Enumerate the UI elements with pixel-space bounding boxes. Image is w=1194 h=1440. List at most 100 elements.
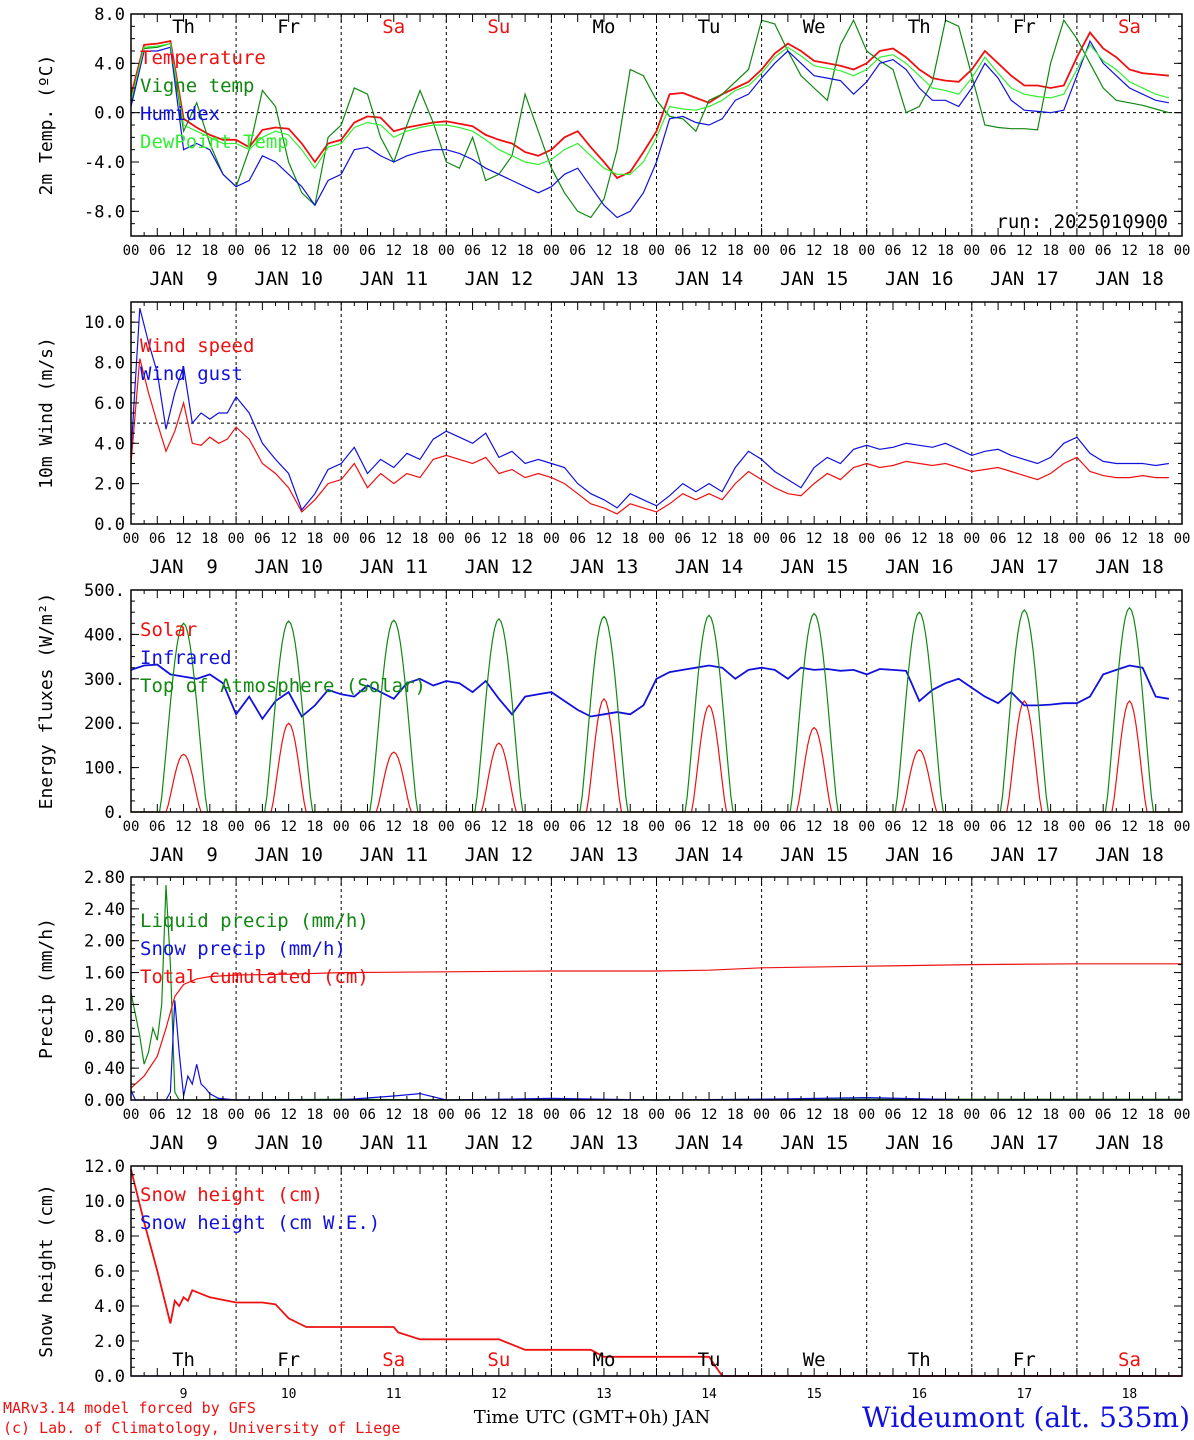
hour-tick-label: 12 <box>701 531 718 547</box>
hour-tick-label: 12 <box>701 1107 718 1123</box>
hour-tick-label: 12 <box>701 243 718 259</box>
hour-tick-label: 00 <box>648 819 665 835</box>
legend-entry: Total cumulated (cm) <box>140 966 369 988</box>
legend-entry: Humidex <box>140 103 220 125</box>
hour-tick-label: 12 <box>701 819 718 835</box>
weekday-label: Sa <box>1118 16 1141 38</box>
day-number-label: 10 <box>281 1387 297 1402</box>
hour-tick-label: 06 <box>990 1107 1007 1123</box>
hour-tick-label: 00 <box>228 531 245 547</box>
day-number-label: 16 <box>911 1387 927 1402</box>
weekday-label: Mo <box>593 1349 616 1371</box>
hour-tick-label: 06 <box>464 1107 481 1123</box>
hour-tick-label: 12 <box>1016 243 1033 259</box>
date-label: JAN 11 <box>359 556 428 578</box>
hour-tick-label: 12 <box>911 819 928 835</box>
station-label: Wideumont (alt. 535m) <box>862 1401 1190 1434</box>
hour-tick-label: 06 <box>359 531 376 547</box>
weekday-label: Th <box>172 16 195 38</box>
hour-tick-label: 00 <box>648 243 665 259</box>
hour-tick-label: 06 <box>674 819 691 835</box>
hour-tick-label: 06 <box>779 819 796 835</box>
y-tick-label: 8.0 <box>94 5 125 25</box>
hour-tick-label: 12 <box>806 819 823 835</box>
y-tick-label: 4.0 <box>94 54 125 74</box>
hour-tick-label: 18 <box>517 531 534 547</box>
hour-tick-label: 00 <box>438 531 455 547</box>
hour-tick-label: 12 <box>385 243 402 259</box>
hour-tick-label: 18 <box>727 1107 744 1123</box>
hour-tick-label: 18 <box>1042 819 1059 835</box>
hour-tick-label: 12 <box>175 243 192 259</box>
legend-entry: Snow height (cm) <box>140 1184 323 1206</box>
weekday-label: Sa <box>1118 1349 1141 1371</box>
series-line-total-cumulated-cm- <box>130 963 1182 1089</box>
hour-tick-label: 06 <box>254 819 271 835</box>
date-label: JAN 14 <box>675 1132 744 1154</box>
axes-layer <box>130 13 1183 1377</box>
hour-tick-label: 18 <box>412 819 429 835</box>
y-tick-label: 0.0 <box>94 104 125 124</box>
weekday-label: We <box>803 1349 826 1371</box>
y-tick-label: 10.0 <box>84 1192 125 1212</box>
hour-tick-label: 18 <box>622 243 639 259</box>
hour-tick-label: 18 <box>517 1107 534 1123</box>
hour-tick-label: 12 <box>280 819 297 835</box>
hour-tick-label: 06 <box>779 243 796 259</box>
date-label: JAN 13 <box>570 268 639 290</box>
y-tick-label: 0.00 <box>84 1091 125 1111</box>
weekday-label: Su <box>487 16 510 38</box>
series-line-vigne-temp <box>130 18 1170 219</box>
hour-tick-label: 18 <box>1042 1107 1059 1123</box>
hour-tick-label: 00 <box>543 819 560 835</box>
date-label: JAN 13 <box>570 844 639 866</box>
y-tick-label: 0.40 <box>84 1059 125 1079</box>
date-label: JAN 12 <box>465 844 534 866</box>
hour-tick-label: 18 <box>306 531 323 547</box>
hour-tick-label: 06 <box>674 531 691 547</box>
series-line-dewpoint-temp <box>130 42 1170 175</box>
y-axis-title: Energy fluxes (W/m²) <box>36 593 57 810</box>
y-tick-label: 200. <box>84 714 125 734</box>
hour-tick-label: 18 <box>1147 1107 1164 1123</box>
hour-tick-label: 12 <box>175 1107 192 1123</box>
weekday-label: We <box>803 16 826 38</box>
weekday-label: Fr <box>1013 1349 1036 1371</box>
weekday-label: Th <box>908 16 931 38</box>
y-tick-label: 0. <box>105 803 125 823</box>
hour-tick-label: 18 <box>832 819 849 835</box>
hour-tick-label: 00 <box>123 1107 140 1123</box>
hour-tick-label: 12 <box>596 819 613 835</box>
hour-tick-label: 06 <box>1095 531 1112 547</box>
day-number-label: 14 <box>701 1387 717 1402</box>
credit-line-2: (c) Lab. of Climatology, University of L… <box>3 1419 400 1437</box>
y-tick-label: 400. <box>84 625 125 645</box>
hour-tick-label: 06 <box>885 531 902 547</box>
day-number-label: 12 <box>491 1387 507 1402</box>
date-label: JAN 9 <box>149 1132 218 1154</box>
date-label: JAN 11 <box>359 268 428 290</box>
hour-tick-label: 06 <box>674 243 691 259</box>
date-label: JAN 14 <box>675 844 744 866</box>
hour-tick-label: 12 <box>596 243 613 259</box>
hour-tick-label: 00 <box>1174 819 1191 835</box>
y-axis-title: 2m Temp. (ºC) <box>36 55 57 196</box>
date-label: JAN 9 <box>149 268 218 290</box>
hour-tick-label: 00 <box>753 531 770 547</box>
hour-tick-label: 18 <box>517 819 534 835</box>
y-axis-title: Snow height (cm) <box>36 1184 57 1357</box>
hour-tick-label: 12 <box>385 531 402 547</box>
y-tick-label: 0.0 <box>94 1367 125 1387</box>
hour-tick-label: 06 <box>779 1107 796 1123</box>
hour-tick-label: 00 <box>858 531 875 547</box>
y-tick-label: 6.0 <box>94 394 125 414</box>
x-axis-title: Time UTC (GMT+0h) JAN <box>474 1407 711 1428</box>
date-label: JAN 16 <box>885 1132 954 1154</box>
series-line-temperature <box>130 30 1169 180</box>
hour-tick-label: 00 <box>543 1107 560 1123</box>
hour-tick-label: 12 <box>1121 819 1138 835</box>
series-line-wind-speed <box>130 358 1169 515</box>
hour-tick-label: 00 <box>753 819 770 835</box>
hour-tick-label: 12 <box>1016 819 1033 835</box>
hour-tick-label: 06 <box>149 1107 166 1123</box>
